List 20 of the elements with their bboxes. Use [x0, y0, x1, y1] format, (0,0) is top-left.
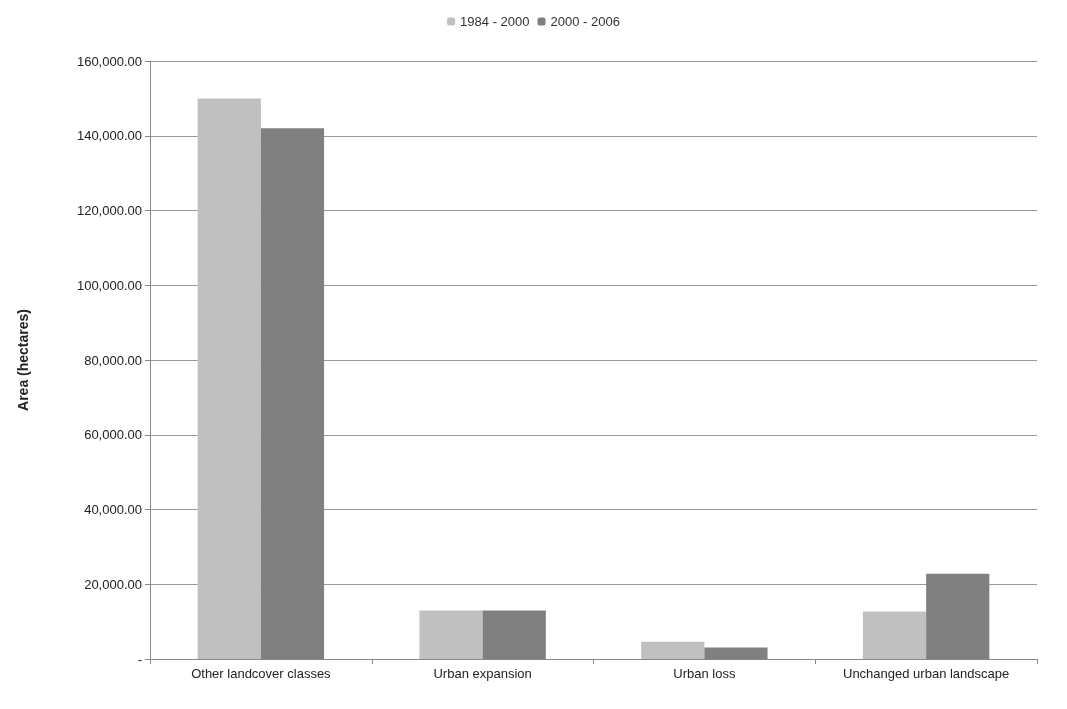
y-tick-label: 140,000.00: [76, 128, 142, 144]
y-tick-label: 80,000.00: [84, 352, 142, 368]
legend-label: 1984 - 2000: [460, 14, 530, 29]
bar: [419, 610, 483, 659]
legend-label: 2000 - 2006: [550, 14, 620, 29]
y-tick-label: 20,000.00: [84, 576, 142, 592]
x-tick-label: Unchanged urban landscape: [843, 666, 1010, 681]
bar: [641, 641, 705, 659]
x-tick-label: Other landcover classes: [191, 666, 332, 681]
x-tick-label: Urban loss: [673, 666, 736, 681]
y-tick-label: 160,000.00: [76, 53, 142, 69]
y-tick-label: -: [137, 651, 142, 667]
bar: [862, 611, 927, 659]
x-tick-label: Urban expansion: [433, 666, 532, 681]
y-tick-label: 60,000.00: [84, 427, 142, 443]
y-tick-label: 40,000.00: [84, 502, 142, 517]
y-tick-label: 120,000.00: [76, 203, 142, 218]
y-axis-title: Area (hectares): [15, 309, 31, 411]
y-tick-label: 100,000.00: [76, 277, 142, 293]
bar: [197, 98, 261, 659]
